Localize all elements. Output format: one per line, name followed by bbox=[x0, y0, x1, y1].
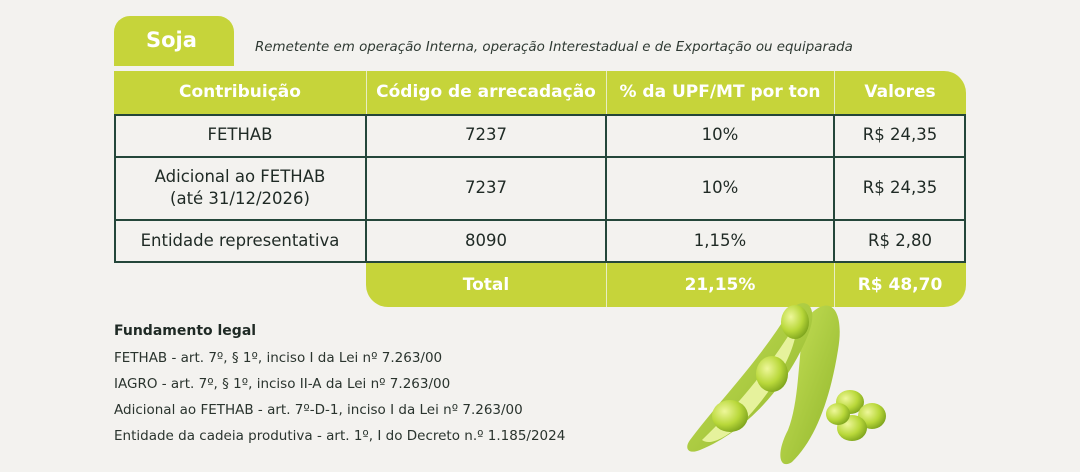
cell-valor: R$ 24,35 bbox=[862, 125, 938, 144]
total-divider bbox=[606, 263, 607, 307]
legal-title: Fundamento legal bbox=[114, 323, 257, 339]
cell-percentual: 1,15% bbox=[693, 231, 747, 250]
soybean-pods-image bbox=[687, 303, 886, 465]
cell-contribuicao-line: (até 31/12/2026) bbox=[170, 188, 310, 208]
table-body bbox=[114, 114, 966, 263]
row-divider bbox=[114, 219, 966, 221]
header-contribuicao: Contribuição bbox=[179, 82, 301, 102]
header-divider bbox=[606, 71, 607, 114]
total-divider bbox=[834, 263, 835, 307]
cell-codigo: 7237 bbox=[465, 125, 507, 144]
cell-contribuicao: FETHAB bbox=[207, 125, 273, 144]
table-subtitle: Remetente em operação Interna, operação … bbox=[255, 40, 853, 55]
legal-line: IAGRO - art. 7º, § 1º, inciso II-A da Le… bbox=[114, 376, 451, 392]
column-divider bbox=[365, 114, 367, 263]
legal-line: FETHAB - art. 7º, § 1º, inciso I da Lei … bbox=[114, 350, 443, 366]
cell-codigo: 8090 bbox=[465, 231, 507, 250]
header-percentual: % da UPF/MT por ton bbox=[619, 82, 821, 102]
column-divider bbox=[605, 114, 607, 263]
total-percentual: 21,15% bbox=[684, 275, 756, 295]
header-valores: Valores bbox=[864, 82, 936, 102]
legal-line: Adicional ao FETHAB - art. 7º-D-1, incis… bbox=[114, 402, 523, 418]
cell-codigo: 7237 bbox=[465, 177, 507, 197]
cell-contribuicao: Entidade representativa bbox=[140, 231, 340, 250]
column-divider bbox=[833, 114, 835, 263]
total-valor: R$ 48,70 bbox=[857, 275, 943, 295]
total-row bbox=[366, 263, 966, 307]
category-tab bbox=[114, 16, 234, 66]
header-divider bbox=[366, 71, 367, 114]
row-divider bbox=[114, 156, 966, 158]
cell-percentual: 10% bbox=[701, 125, 739, 144]
cell-contribuicao: Adicional ao FETHAB (até 31/12/2026) bbox=[114, 156, 366, 219]
cell-valor: R$ 2,80 bbox=[868, 231, 932, 250]
category-tab-label: Soja bbox=[146, 28, 197, 52]
cell-contribuicao-line: Adicional ao FETHAB bbox=[154, 166, 326, 186]
cell-percentual: 10% bbox=[701, 177, 739, 197]
header-divider bbox=[834, 71, 835, 114]
table-header bbox=[114, 71, 966, 114]
legal-line: Entidade da cadeia produtiva - art. 1º, … bbox=[114, 428, 566, 444]
cell-valor: R$ 24,35 bbox=[862, 177, 938, 197]
total-label: Total bbox=[462, 275, 510, 295]
header-codigo: Código de arrecadação bbox=[376, 82, 596, 102]
